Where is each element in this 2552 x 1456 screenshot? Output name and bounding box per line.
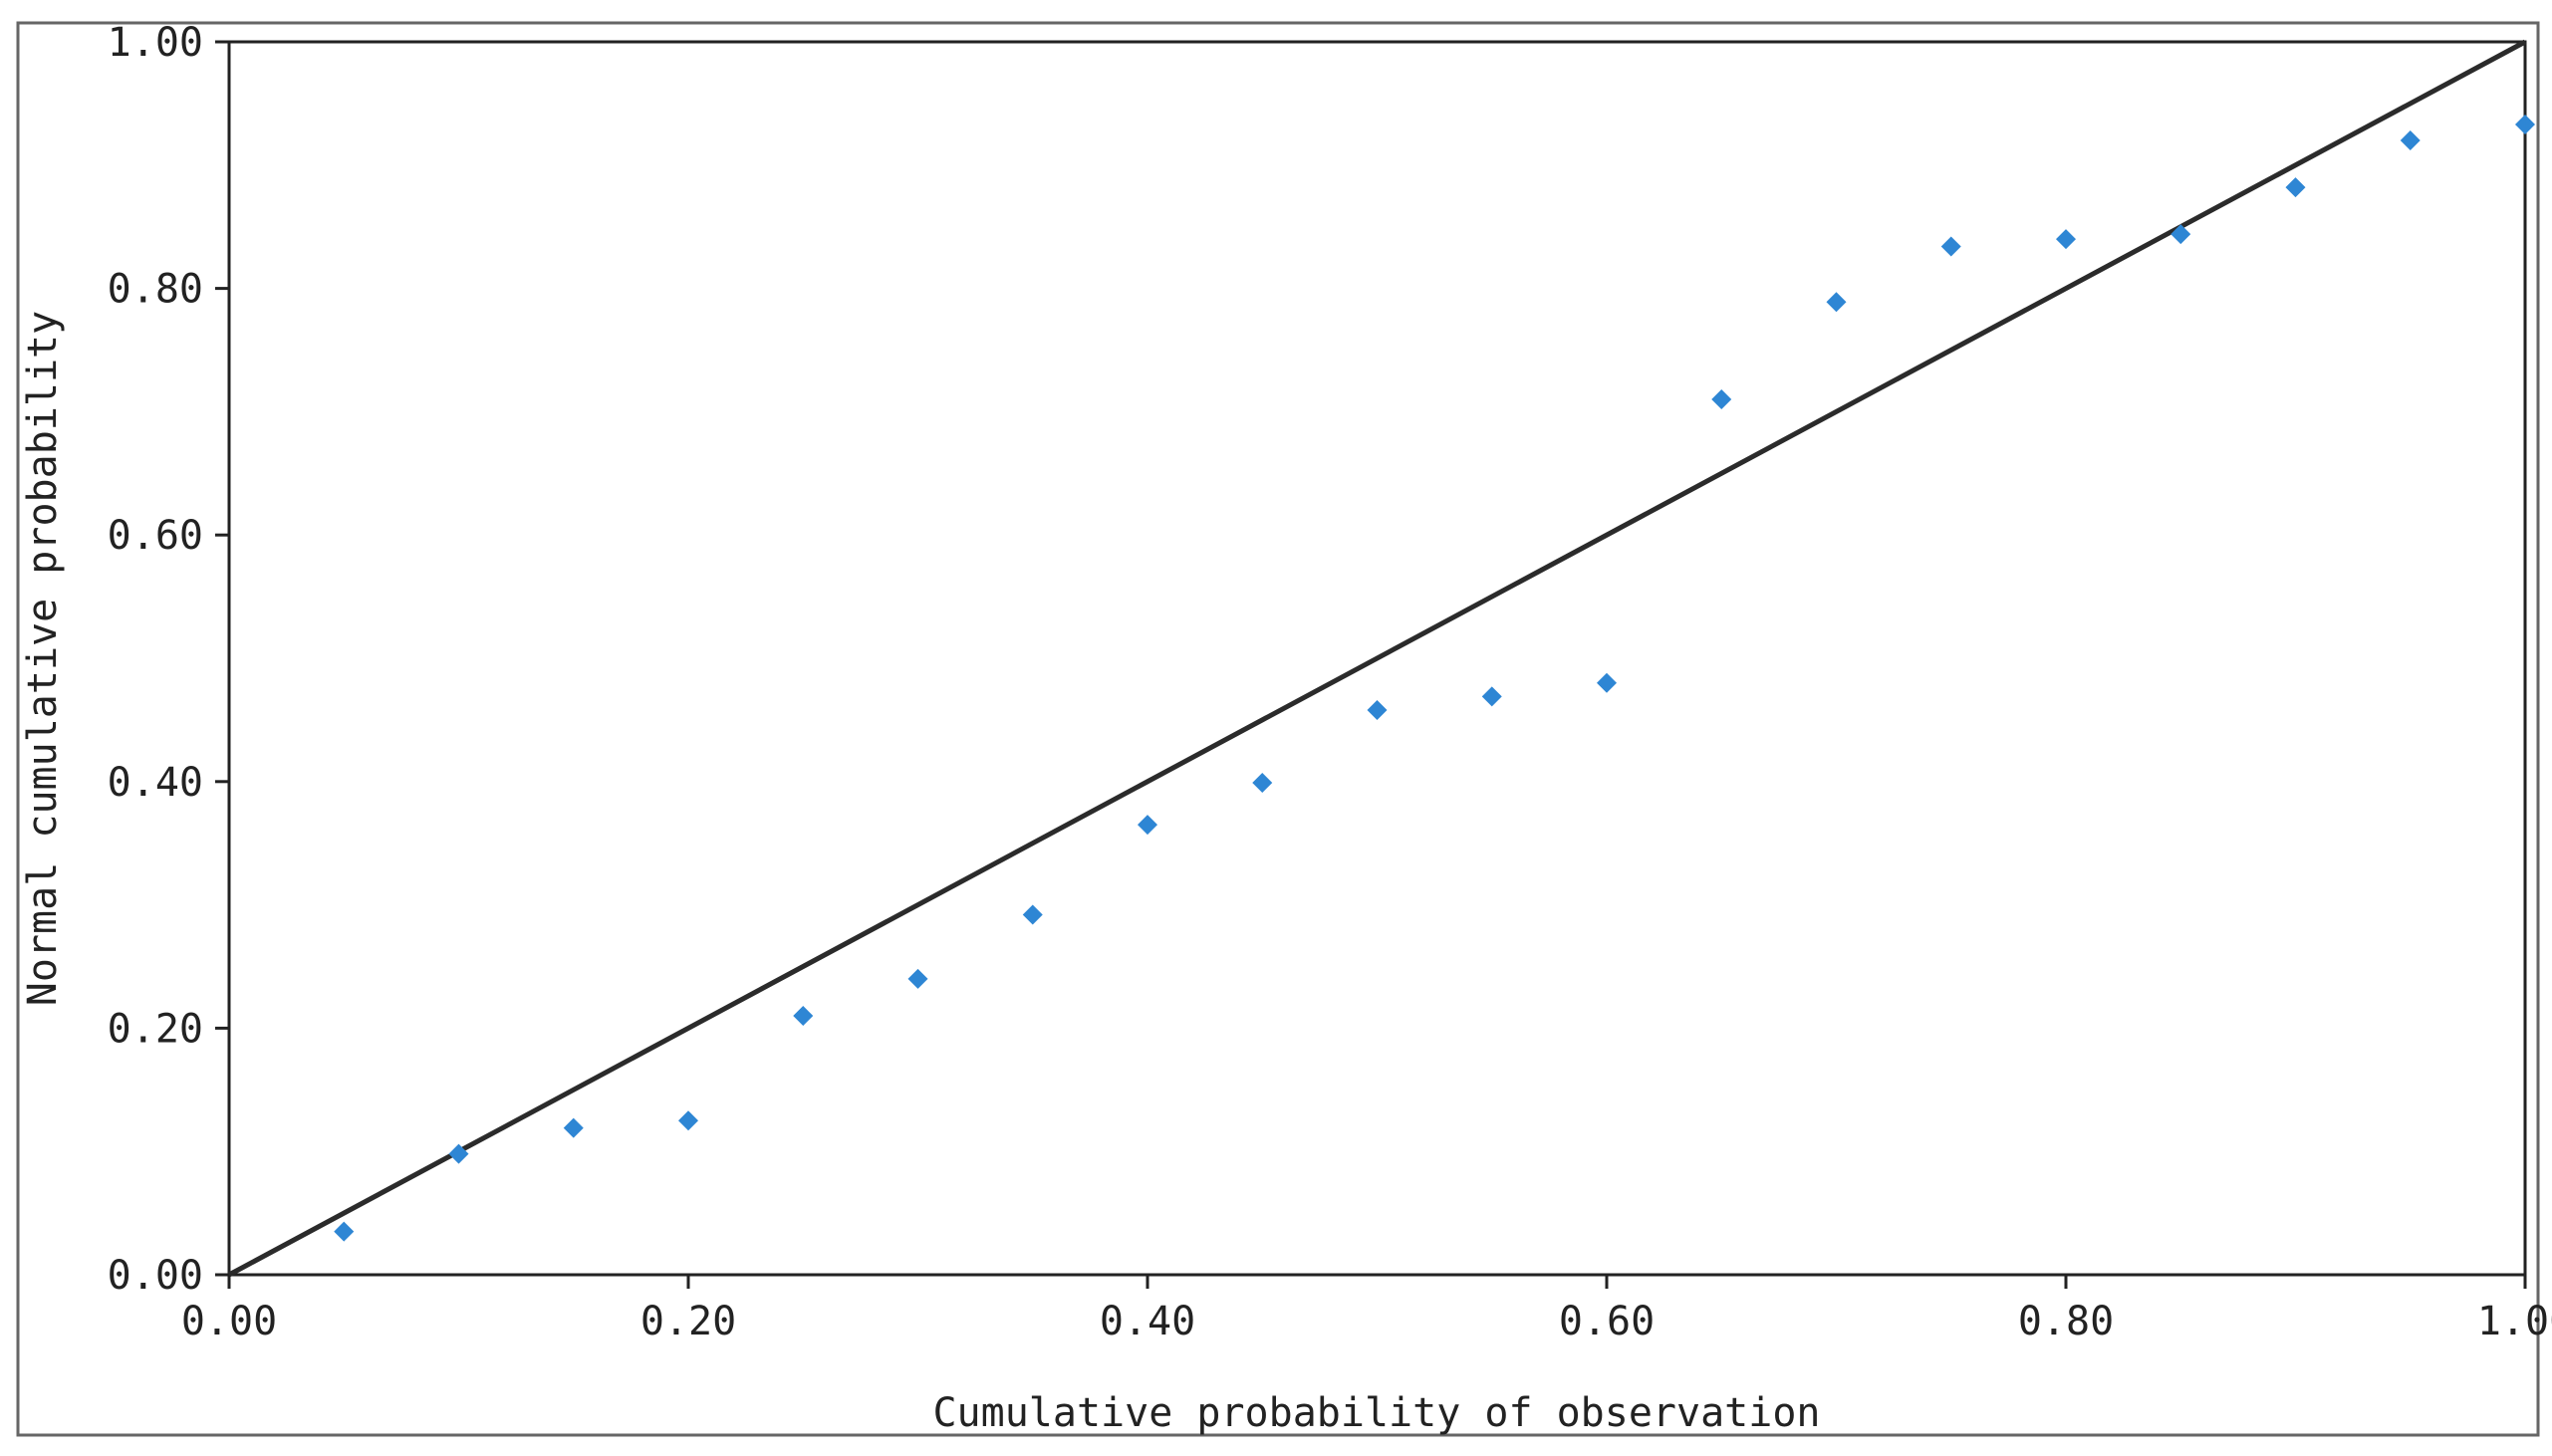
y-tick-label: 0.40 (108, 760, 203, 806)
x-tick-label: 0.80 (2018, 1299, 2114, 1344)
data-point (2515, 114, 2535, 134)
y-tick-label: 1.00 (108, 20, 203, 66)
data-point (907, 968, 928, 989)
x-tick-label: 0.20 (640, 1299, 736, 1344)
y-tick-label: 0.60 (108, 513, 203, 559)
data-point (334, 1221, 355, 1242)
data-point (1711, 389, 1732, 410)
data-points (334, 114, 2535, 1242)
y-tick-label: 0.80 (108, 267, 203, 313)
data-point (2170, 224, 2191, 245)
data-point (1597, 672, 1617, 693)
data-point (1252, 773, 1273, 794)
data-point (1826, 292, 1847, 313)
y-tick-label: 0.00 (108, 1253, 203, 1299)
outer-frame (16, 21, 2540, 1437)
data-point (1481, 686, 1502, 707)
x-tick-label: 0.60 (1559, 1299, 1655, 1344)
data-point (1138, 815, 1157, 836)
x-axis-ticks: 0.00 0.20 0.40 0.60 0.80 1.00 (181, 1275, 2552, 1344)
y-axis-ticks: 0.00 0.20 0.40 0.60 0.80 1.00 (108, 20, 229, 1299)
data-point (2056, 229, 2076, 250)
data-point (563, 1117, 584, 1138)
y-tick-label: 0.20 (108, 1006, 203, 1052)
data-point (1940, 236, 1961, 257)
x-tick-label: 0.00 (181, 1299, 277, 1344)
data-point (2285, 177, 2306, 198)
data-point (448, 1143, 469, 1164)
plot-area (227, 40, 2527, 1277)
x-axis-label: Cumulative probability of observation (932, 1390, 1820, 1436)
x-tick-label: 0.40 (1100, 1299, 1195, 1344)
data-point (793, 1006, 814, 1027)
data-point (678, 1110, 698, 1131)
x-tick-label: 1.00 (2477, 1299, 2552, 1344)
reference-line (227, 39, 2527, 1278)
y-axis-label: Normal cumulative probability (20, 311, 66, 1006)
data-point (2400, 130, 2421, 151)
data-point (1367, 699, 1388, 720)
data-point (1022, 904, 1043, 925)
